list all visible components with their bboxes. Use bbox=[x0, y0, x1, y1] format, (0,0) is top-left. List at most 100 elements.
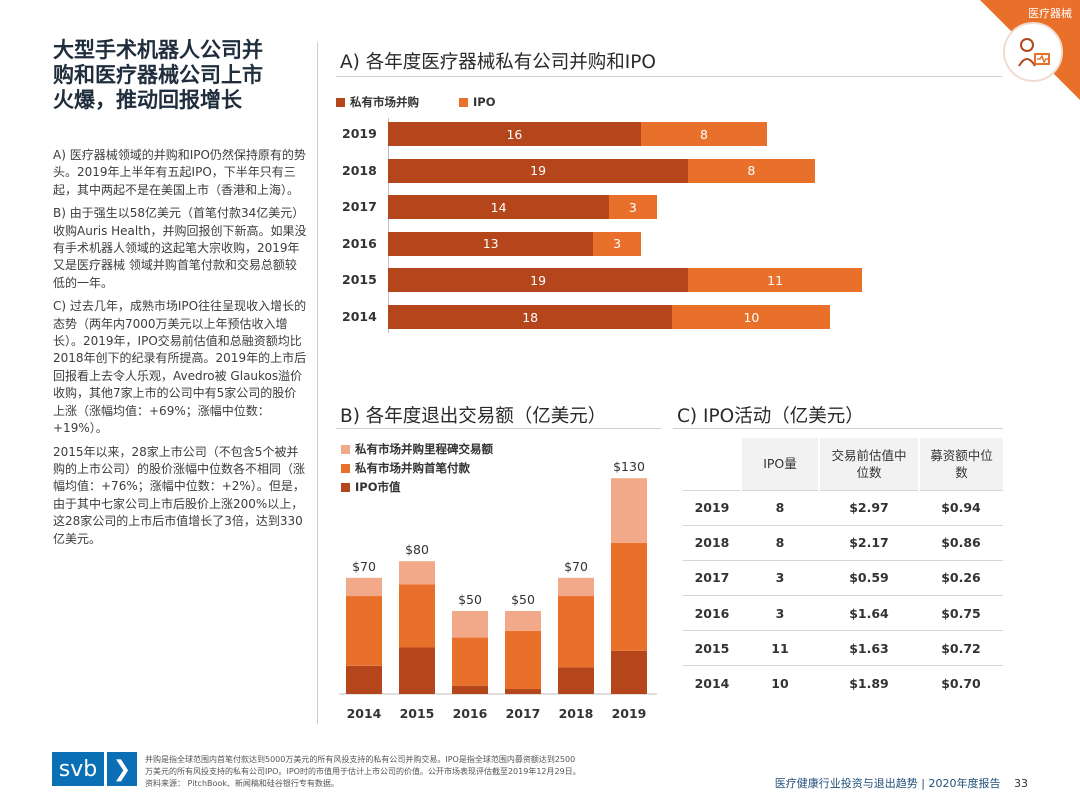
chart-b-bar-milestone bbox=[611, 478, 647, 543]
paragraph-b: B) 由于强生以58亿美元（首笔付款34亿美元）收购Auris Health，并… bbox=[53, 206, 307, 290]
table-cell-year: 2018 bbox=[683, 524, 741, 561]
report-title: 医疗健康行业投资与退出趋势 | 2020年度报告 bbox=[774, 777, 1001, 790]
chart-a-bar-ipo: 10 bbox=[672, 305, 831, 329]
body-paragraphs: A) 医疗器械领域的并购和IPO仍然保持原有的势头。2019年上半年有五起IPO… bbox=[53, 147, 307, 554]
chart-a-row: 2018 19 8 bbox=[342, 158, 942, 183]
chart-a-bar-acquisition: 19 bbox=[388, 268, 689, 293]
table-row: 2016 3 $1.64 $0.75 bbox=[683, 595, 1003, 631]
section-b-title: B) 各年度退出交易额（亿美元） bbox=[340, 406, 607, 427]
table-header-year bbox=[683, 438, 741, 490]
legend-label-acquisition: 私有市场并购 bbox=[350, 95, 419, 109]
medical-stethoscope-icon bbox=[1003, 22, 1063, 82]
chart-b-total-label: $70 bbox=[352, 559, 376, 574]
table-cell-valuation: $1.63 bbox=[819, 630, 919, 666]
section-c-title: C) IPO活动（亿美元） bbox=[677, 406, 864, 427]
chart-b-bar-milestone bbox=[505, 611, 541, 631]
footnote-line-1: 并购是指全球范围内首笔付款达到5000万美元的所有风投支持的私有公司并购交易。I… bbox=[145, 755, 576, 764]
chart-a-row: 2014 18 10 bbox=[342, 305, 942, 329]
table-cell-raised: $0.26 bbox=[919, 559, 1003, 596]
chart-b-bar-milestone bbox=[452, 611, 488, 638]
chart-a-legend: 私有市场并购 IPO bbox=[336, 94, 495, 110]
table-cell-raised: $0.70 bbox=[919, 665, 1003, 702]
table-header-row: IPO量 交易前估值中位数 募资额中位数 bbox=[683, 438, 1003, 490]
ipo-activity-table: IPO量 交易前估值中位数 募资额中位数 2019 8 $2.97 $0.94 2018… bbox=[683, 438, 1003, 702]
chart-b-bar-upfront bbox=[452, 637, 488, 686]
table-cell-valuation: $1.89 bbox=[819, 665, 919, 702]
chart-a-bar-ipo: 3 bbox=[609, 195, 657, 220]
chart-a-bar-ipo: 3 bbox=[593, 231, 641, 256]
chart-b-bar-ipo-value bbox=[611, 650, 647, 694]
table-cell-year: 2014 bbox=[683, 665, 741, 702]
legend-swatch-ipo bbox=[459, 97, 468, 107]
chart-b-bar-ipo-value bbox=[346, 665, 382, 694]
chart-b-total-label: $50 bbox=[511, 592, 535, 607]
table-cell-ipo-count: 11 bbox=[741, 630, 819, 666]
section-c-rule bbox=[673, 428, 1003, 429]
chart-b-svg: $70 2014 $80 2015 $50 2016 $50 2017 $70 2018 $130 2… bbox=[339, 459, 657, 721]
chart-a-bar-ipo: 8 bbox=[640, 122, 768, 146]
legend-label-ipo: IPO bbox=[473, 95, 496, 109]
chart-a-bar-acquisition: 18 bbox=[388, 305, 673, 329]
table-cell-valuation: $2.97 bbox=[819, 489, 919, 526]
table-row: 2014 10 $1.89 $0.70 bbox=[683, 665, 1003, 702]
chart-b-year-label: 2014 bbox=[347, 706, 382, 721]
table-cell-valuation: $2.17 bbox=[819, 524, 919, 561]
chart-b-legend: 私有市场并购里程碑交易额 私有市场并购首笔付款 IPO市值 bbox=[341, 441, 493, 498]
chart-b-bar-ipo-value bbox=[558, 667, 594, 694]
table-row: 2018 8 $2.17 $0.86 bbox=[683, 524, 1003, 561]
chart-b-year-label: 2016 bbox=[453, 706, 488, 721]
legend-label-upfront: 私有市场并购首笔付款 bbox=[355, 461, 470, 475]
title-line-3: 火爆，推动回报增长 bbox=[53, 88, 242, 112]
footnote-line-2: 万美元的所有风投支持的私有公司IPO。IPO时的市值用于估计上市公司的价值。公开… bbox=[145, 767, 581, 776]
chart-b-bar-ipo-value bbox=[452, 685, 488, 694]
legend-swatch-ipo-value bbox=[341, 482, 350, 492]
chart-b-year-label: 2018 bbox=[559, 706, 594, 721]
title-line-1: 大型手术机器人公司并 bbox=[53, 38, 263, 62]
chart-b-total-label: $70 bbox=[564, 559, 588, 574]
chart-b-bar-milestone bbox=[399, 561, 435, 585]
table-cell-ipo-count: 8 bbox=[741, 524, 819, 561]
page-number: 33 bbox=[1014, 777, 1028, 790]
footnote-line-3: 资料来源： PitchBook、新闻稿和硅谷银行专有数据。 bbox=[145, 779, 339, 788]
section-b-rule bbox=[336, 428, 661, 429]
chart-a-bar-ipo: 8 bbox=[688, 158, 815, 183]
table-cell-year: 2016 bbox=[683, 595, 741, 631]
logo-text: svb bbox=[52, 752, 104, 786]
paragraph-d: 2015年以来，28家上市公司（不包含5个被并购的上市公司）的股价涨幅中位数各不… bbox=[53, 444, 306, 546]
table-row: 2017 3 $0.59 $0.26 bbox=[683, 559, 1003, 596]
table-cell-year: 2015 bbox=[683, 630, 741, 666]
chart-a-bar-ipo: 11 bbox=[688, 268, 862, 293]
footer-report: 医疗健康行业投资与退出趋势 | 2020年度报告 33 bbox=[775, 775, 1028, 791]
chart-a-year-label: 2017 bbox=[342, 199, 377, 215]
table-cell-ipo-count: 3 bbox=[741, 595, 819, 631]
legend-label-ipo-value: IPO市值 bbox=[355, 480, 401, 494]
chart-a-bar-acquisition: 19 bbox=[388, 158, 689, 183]
table-cell-ipo-count: 8 bbox=[741, 489, 819, 526]
legend-swatch-upfront bbox=[341, 463, 350, 473]
table-header-valuation: 交易前估值中位数 bbox=[818, 438, 919, 490]
paragraph-c: C) 过去几年，成熟市场IPO往往呈现收入增长的态势（两年内7000万美元以上年… bbox=[53, 299, 307, 436]
chart-a-row: 2015 19 11 bbox=[342, 268, 942, 293]
chart-b-total-label: $50 bbox=[458, 592, 482, 607]
table-row: 2015 11 $1.63 $0.72 bbox=[683, 630, 1003, 666]
chart-b-bar-upfront bbox=[558, 596, 594, 668]
corner-label: 医疗器械 bbox=[1028, 7, 1072, 20]
section-a-title: A) 各年度医疗器械私有公司并购和IPO bbox=[340, 52, 656, 73]
chart-a-row: 2017 14 3 bbox=[342, 195, 942, 220]
title-line-2: 购和医疗器械公司上市 bbox=[53, 63, 263, 87]
chart-b-bar-milestone bbox=[558, 577, 594, 597]
table-cell-raised: $0.75 bbox=[919, 595, 1003, 631]
chart-a-bars: 2019 16 8 2018 19 8 2017 14 3 2016 13 3 2015 19 11 2014… bbox=[342, 118, 942, 333]
chart-b-year-label: 2015 bbox=[400, 706, 435, 721]
legend-item-ipo: IPO bbox=[459, 94, 495, 110]
chart-a-year-label: 2019 bbox=[342, 126, 377, 141]
chart-b-bar-upfront bbox=[611, 542, 647, 651]
table-cell-year: 2019 bbox=[683, 489, 741, 526]
chart-a-year-label: 2018 bbox=[342, 162, 377, 178]
table-cell-raised: $0.94 bbox=[919, 489, 1003, 526]
legend-item-milestone: 私有市场并购里程碑交易额 bbox=[341, 441, 493, 457]
chart-a-axis bbox=[388, 118, 389, 333]
section-a-rule bbox=[336, 76, 1002, 77]
table-row: 2019 8 $2.97 $0.94 bbox=[683, 489, 1003, 526]
legend-item-upfront: 私有市场并购首笔付款 bbox=[341, 460, 493, 476]
